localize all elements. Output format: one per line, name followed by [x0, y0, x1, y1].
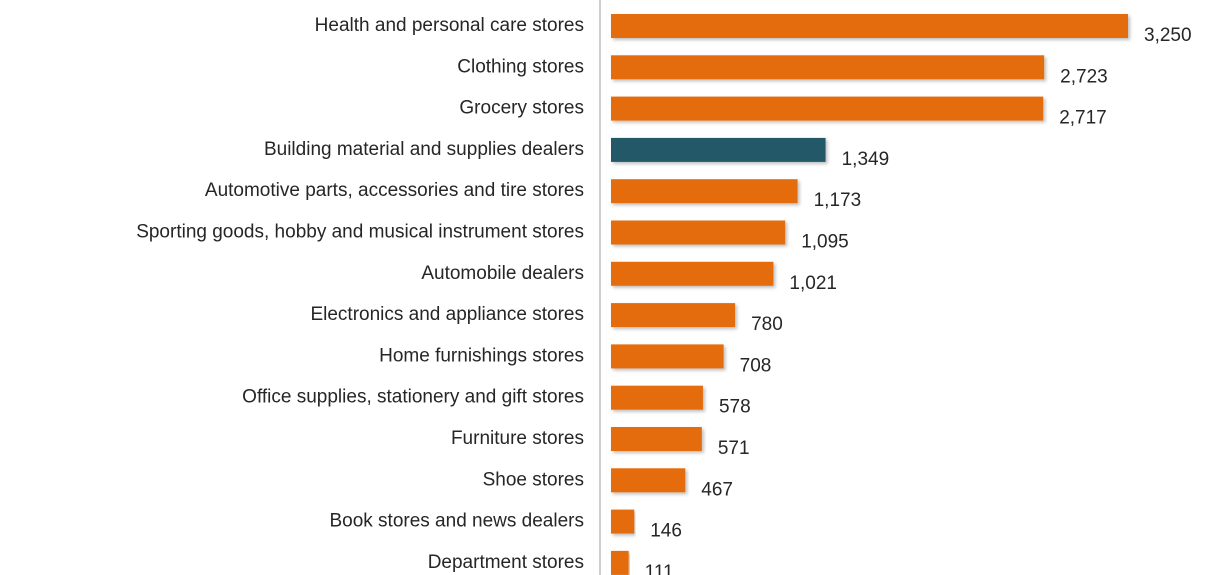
value-label: 780 [751, 314, 783, 335]
value-label: 1,095 [801, 232, 849, 253]
bar [611, 261, 774, 286]
bar [611, 303, 736, 328]
bar [611, 14, 1128, 38]
category-label: Sporting goods, hobby and musical instru… [136, 222, 584, 243]
bar [611, 468, 686, 493]
value-label: 578 [719, 397, 751, 418]
category-label: Department stores [428, 552, 584, 573]
category-label: Electronics and appliance stores [310, 304, 584, 325]
bar [611, 509, 635, 534]
bar [611, 344, 724, 369]
value-label: 708 [740, 355, 772, 376]
bar [611, 220, 786, 245]
bar [611, 137, 826, 162]
category-label: Book stores and news dealers [329, 511, 584, 532]
value-label: 467 [701, 479, 733, 500]
bar [611, 179, 798, 204]
value-label: 146 [650, 521, 682, 542]
value-label: 1,349 [842, 149, 890, 170]
category-label: Automobile dealers [421, 263, 584, 284]
value-label: 1,173 [814, 190, 862, 211]
category-label: Home furnishings stores [379, 345, 584, 366]
category-label: Clothing stores [457, 56, 584, 77]
bar [611, 55, 1045, 80]
bar [611, 550, 629, 575]
category-label: Health and personal care stores [315, 15, 584, 36]
bar [611, 385, 703, 410]
category-label: Shoe stores [483, 469, 584, 490]
category-label: Furniture stores [451, 428, 584, 449]
category-label: Office supplies, stationery and gift sto… [242, 387, 584, 408]
category-label: Building material and supplies dealers [264, 139, 584, 160]
category-label: Automotive parts, accessories and tire s… [205, 180, 584, 201]
category-label: Grocery stores [459, 98, 584, 119]
value-label: 2,723 [1060, 66, 1108, 87]
value-label: 571 [718, 438, 750, 459]
bar [611, 96, 1044, 121]
value-label: 2,717 [1059, 108, 1107, 129]
bar [611, 427, 702, 451]
value-label: 1,021 [789, 273, 837, 294]
value-label: 3,250 [1144, 25, 1192, 46]
value-label: 111 [645, 562, 674, 575]
